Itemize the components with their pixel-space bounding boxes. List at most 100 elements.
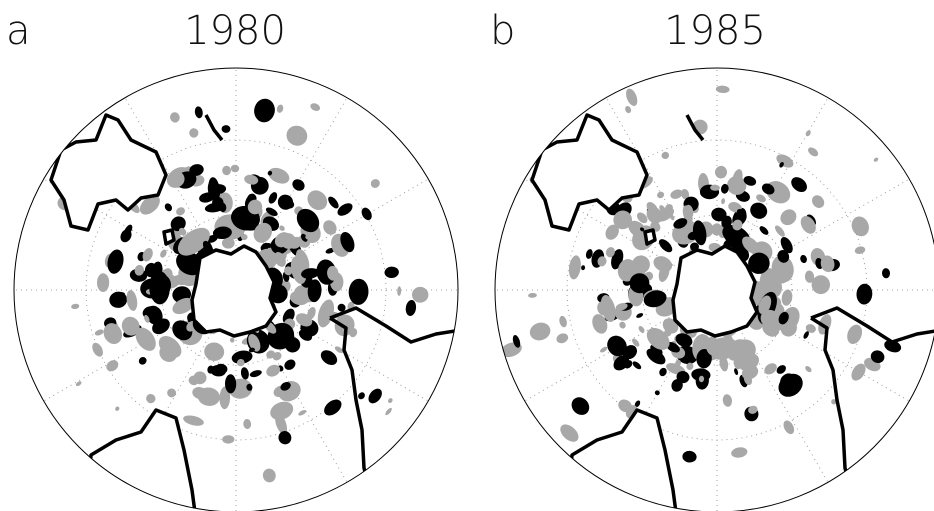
- positive-anomaly: [120, 229, 132, 243]
- positive-anomaly: [643, 290, 667, 308]
- negative-anomaly: [781, 289, 793, 306]
- negative-anomaly: [711, 223, 723, 236]
- positive-anomaly: [170, 216, 186, 232]
- negative-anomaly: [646, 327, 670, 350]
- positive-anomaly: [164, 203, 173, 212]
- positive-anomaly: [219, 202, 227, 213]
- negative-anomaly: [94, 329, 104, 336]
- positive-anomaly: [248, 347, 255, 353]
- australia: [49, 113, 168, 232]
- negative-anomaly: [276, 104, 284, 113]
- negative-anomaly: [780, 209, 797, 226]
- positive-anomaly: [720, 183, 729, 194]
- negative-anomaly: [670, 189, 683, 199]
- positive-anomaly: [107, 249, 124, 274]
- negative-anomaly: [243, 419, 252, 429]
- negative-anomaly: [721, 198, 726, 205]
- africa: [84, 408, 198, 511]
- positive-anomaly: [585, 249, 593, 259]
- positive-anomaly: [750, 202, 768, 219]
- positive-anomaly: [149, 270, 170, 305]
- negative-anomaly: [176, 207, 185, 216]
- negative-anomaly: [103, 323, 123, 345]
- positive-anomaly: [646, 348, 666, 365]
- negative-anomaly: [219, 386, 231, 410]
- negative-anomaly: [774, 225, 785, 237]
- positive-anomaly: [634, 400, 641, 408]
- positive-anomaly: [265, 207, 278, 217]
- negative-anomaly: [808, 147, 819, 157]
- negative-anomaly: [75, 381, 82, 387]
- negative-anomaly: [229, 337, 235, 343]
- negative-anomaly: [135, 327, 156, 351]
- positive-anomaly: [348, 278, 369, 305]
- negative-anomaly: [172, 274, 190, 286]
- negative-anomaly: [412, 286, 429, 303]
- positive-anomaly: [748, 252, 770, 274]
- australia: [530, 113, 649, 232]
- negative-anomaly: [131, 205, 140, 214]
- negative-anomaly: [592, 314, 608, 334]
- negative-anomaly: [282, 233, 296, 247]
- positive-anomaly: [780, 236, 793, 254]
- negative-anomaly: [307, 190, 328, 211]
- negative-anomaly: [158, 336, 182, 358]
- negative-anomaly: [851, 363, 866, 381]
- positive-anomaly: [358, 392, 365, 400]
- negative-anomaly: [310, 103, 321, 111]
- negative-anomaly: [106, 360, 119, 372]
- negative-anomaly: [617, 259, 637, 282]
- negative-anomaly: [732, 169, 743, 187]
- negative-anomaly: [600, 346, 608, 353]
- map-content: [14, 68, 458, 511]
- positive-anomaly: [682, 450, 697, 463]
- negative-anomaly: [780, 319, 797, 337]
- africa: [565, 408, 679, 511]
- negative-anomaly: [760, 309, 782, 330]
- negative-anomaly: [804, 270, 815, 283]
- negative-anomaly: [283, 266, 293, 276]
- panel-year: 1980: [184, 8, 286, 54]
- positive-anomaly: [800, 254, 807, 264]
- negative-anomaly: [661, 151, 670, 160]
- negative-anomaly: [115, 406, 120, 411]
- positive-anomaly: [296, 208, 320, 233]
- negative-anomaly: [560, 424, 579, 442]
- positive-anomaly: [324, 399, 342, 416]
- positive-anomaly: [696, 349, 712, 369]
- positive-anomaly: [240, 367, 249, 380]
- negative-anomaly: [144, 314, 150, 323]
- positive-anomaly: [761, 183, 775, 195]
- negative-anomaly: [755, 293, 760, 300]
- negative-anomaly: [613, 210, 633, 230]
- positive-anomaly: [325, 247, 335, 254]
- positive-anomaly: [711, 207, 727, 222]
- positive-anomaly: [571, 397, 590, 415]
- negative-anomaly: [274, 251, 286, 267]
- map-panel: [494, 67, 934, 511]
- negative-anomaly: [559, 315, 567, 328]
- positive-anomaly: [791, 177, 807, 193]
- new-zealand: [685, 114, 705, 142]
- negative-anomaly: [244, 174, 259, 185]
- negative-anomaly: [275, 413, 288, 435]
- positive-anomaly: [210, 365, 226, 377]
- positive-anomaly: [856, 283, 873, 305]
- negative-anomaly: [323, 220, 337, 235]
- positive-anomaly: [629, 273, 650, 294]
- positive-anomaly: [194, 106, 203, 119]
- negative-anomaly: [286, 125, 308, 146]
- negative-anomaly: [146, 393, 156, 404]
- positive-anomaly: [207, 365, 215, 374]
- positive-anomaly: [246, 383, 253, 391]
- negative-anomaly: [873, 157, 879, 162]
- positive-anomaly: [777, 250, 790, 263]
- negative-anomaly: [222, 165, 232, 176]
- negative-anomaly: [247, 199, 263, 215]
- positive-anomaly: [780, 373, 795, 387]
- positive-anomaly: [779, 162, 784, 168]
- negative-anomaly: [706, 336, 719, 356]
- positive-anomaly: [224, 374, 237, 394]
